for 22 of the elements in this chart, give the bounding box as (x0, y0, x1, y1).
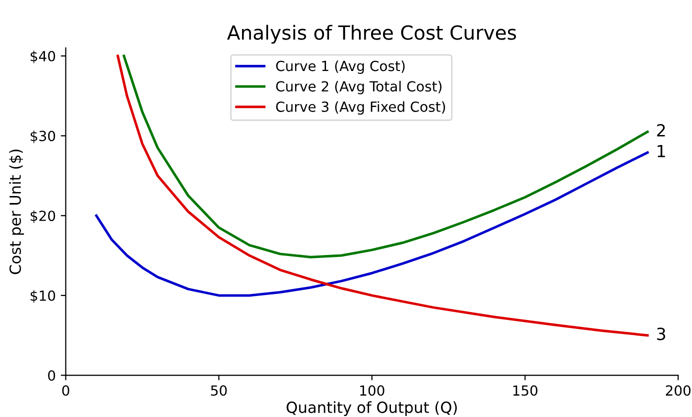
annotation: 3 (657, 328, 666, 340)
annotation: 2 (657, 124, 665, 136)
x-tick-label: 0 (62, 385, 70, 396)
x-tick-label: 100 (360, 385, 384, 396)
line-series (116, 54, 649, 337)
y-axis-title: Cost per Unit ($) (9, 150, 24, 274)
line-series (122, 54, 649, 258)
y-tick-label: $40 (30, 50, 56, 64)
legend-label: Curve 2 (Avg Total Cost) (276, 80, 442, 94)
y-tick-label: $10 (30, 290, 56, 303)
x-axis-title: Quantity of Output (Q) (286, 401, 457, 416)
chart-title: Analysis of Three Cost Curves (227, 24, 516, 44)
x-tick-label: 150 (513, 385, 538, 396)
x-tick-label: 200 (666, 385, 690, 396)
legend-label: Curve 1 (Avg Cost) (276, 60, 405, 74)
annotation: 1 (658, 144, 665, 158)
y-tick-label: 0 (48, 370, 56, 381)
y-tick-label: $20 (30, 210, 56, 223)
legend-label: Curve 3 (Avg Fixed Cost) (276, 101, 446, 115)
y-tick-label: $30 (30, 130, 56, 144)
line-series (95, 151, 649, 297)
x-tick-label: 50 (211, 385, 227, 396)
